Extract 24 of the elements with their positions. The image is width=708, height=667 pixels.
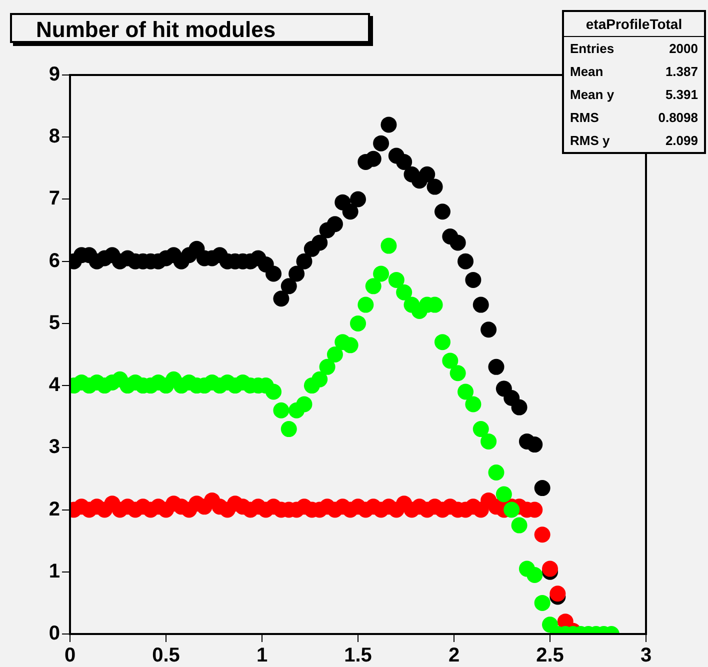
x-tick-label: 1	[256, 644, 268, 667]
text: RMS 0.8098	[570, 110, 698, 125]
y-tick-label: 3	[48, 436, 60, 458]
y-tick-label: 0	[48, 622, 60, 645]
x-tick-label: 3	[640, 644, 652, 667]
y-tick-label: 7	[48, 188, 60, 210]
y-tick-label: 9	[48, 64, 60, 86]
y-tick-label: 1	[48, 560, 60, 582]
x-tick-label: 1.5	[344, 644, 372, 667]
x-tick-label: 0.5	[152, 644, 180, 667]
text: Mean y 5.391	[570, 87, 698, 102]
x-tick-label: 2.5	[536, 644, 564, 667]
y-tick-label: 2	[48, 498, 60, 520]
y-tick-label: 5	[48, 312, 60, 334]
y-tick-label: 8	[48, 126, 60, 148]
text: Entries 2000	[570, 41, 698, 56]
x-tick-label: 2	[448, 644, 460, 667]
chart-title: Number of hit modules	[10, 13, 370, 43]
y-tick-label: 6	[48, 250, 60, 272]
x-tick-label: 0	[64, 644, 76, 667]
text: RMS y 2.099	[570, 133, 698, 148]
text: Mean 1.387	[570, 64, 698, 79]
y-tick-label: 4	[48, 374, 61, 396]
text: etaProfileTotal	[564, 12, 704, 37]
